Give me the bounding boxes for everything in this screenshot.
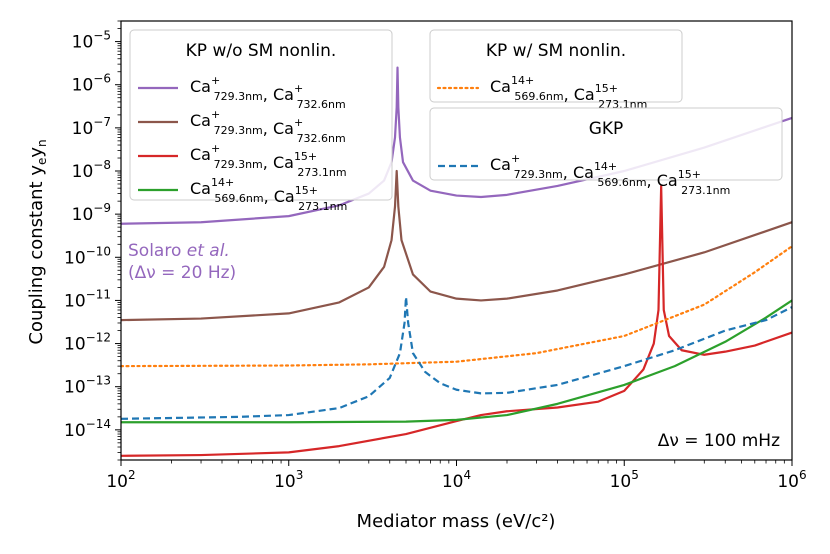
legend-frame (429, 29, 683, 103)
y-tick-label: 10−7 (72, 115, 111, 139)
series-line-brown (121, 169, 792, 322)
legend-title: GKP (589, 119, 624, 139)
ticks-layer: 102 103 104 105 106 10−5 10−6 10−7 10−8 10−9 10−10… (64, 20, 807, 492)
y-tick-label: 10−10 (64, 244, 111, 268)
x-tick-label: 104 (442, 468, 471, 492)
legend-entry-label: Ca+ 729.3nm, Ca+ 732.6nm (190, 108, 346, 145)
legend-gkp: GKP Ca+ 729.3nm, Ca14+ 569.6nm, Ca15+ 273.1n… (429, 107, 783, 197)
solaro-annotation-name: Solaro (128, 241, 187, 261)
y-tick-label: 10−13 (64, 374, 111, 398)
y-tick-label: 10−12 (64, 331, 111, 355)
series-line-red (121, 184, 792, 457)
y-tick-label: 10−6 (72, 72, 111, 96)
y-tick-label: 10−9 (72, 201, 111, 225)
y-tick-label: 10−8 (72, 158, 111, 182)
y-tick-label: 10−14 (64, 417, 111, 441)
y-tick-label: 10−5 (72, 29, 111, 53)
x-tick-label: 103 (274, 468, 303, 492)
legend-entry-label: Ca+ 729.3nm, Ca15+ 273.1nm (190, 142, 347, 179)
solaro-annotation-delta-nu: (Δν = 20 Hz) (128, 263, 236, 283)
delta-nu-annotation: Δν = 100 mHz (658, 431, 780, 451)
legend-entry-label: Ca+ 729.3nm, Ca+ 732.6nm (190, 74, 346, 111)
x-tick-label: 106 (777, 468, 806, 492)
y-axis-label-sub-n: n (35, 139, 49, 147)
legend-frame (429, 107, 783, 181)
y-axis-label-sub-e: e (35, 158, 49, 165)
legend-without-sm-nonlinearity: KP w/o SM nonlin.Ca+ 729.3nm, Ca+ 732.6nmC… (129, 29, 393, 213)
x-axis-label: Mediator mass (eV/c²) (357, 511, 556, 532)
legend-with-sm-nonlinearity: KP w/ SM nonlin.Ca14+ 569.6nm, Ca15+ 273.1… (429, 29, 683, 111)
solaro-annotation-et-al: et al. (187, 241, 230, 261)
series-layer (121, 66, 792, 457)
series-line-green (121, 299, 792, 424)
legend-entry-label: Ca14+ 569.6nm, Ca15+ 273.1nm (190, 176, 347, 213)
x-tick-label: 102 (106, 468, 135, 492)
series-line-orange (121, 245, 792, 368)
solaro-annotation: Solaro et al. (Δν = 20 Hz) (128, 241, 236, 283)
y-tick-label: 10−11 (64, 287, 111, 311)
legend-entry-label: Ca+ 729.3nm, Ca14+ 569.6nm, Ca15+ 273.1nm (490, 152, 730, 197)
series-line-blue (121, 295, 792, 420)
legend-frame (129, 29, 393, 201)
y-axis-label-y: y (26, 147, 47, 158)
legend-title: KP w/o SM nonlin. (186, 41, 337, 61)
y-axis-label: Coupling constant yeyn (26, 139, 49, 344)
x-tick-label: 105 (610, 468, 639, 492)
legend-title: KP w/ SM nonlin. (486, 41, 626, 61)
y-axis-label-main: Coupling constant y (26, 165, 47, 345)
